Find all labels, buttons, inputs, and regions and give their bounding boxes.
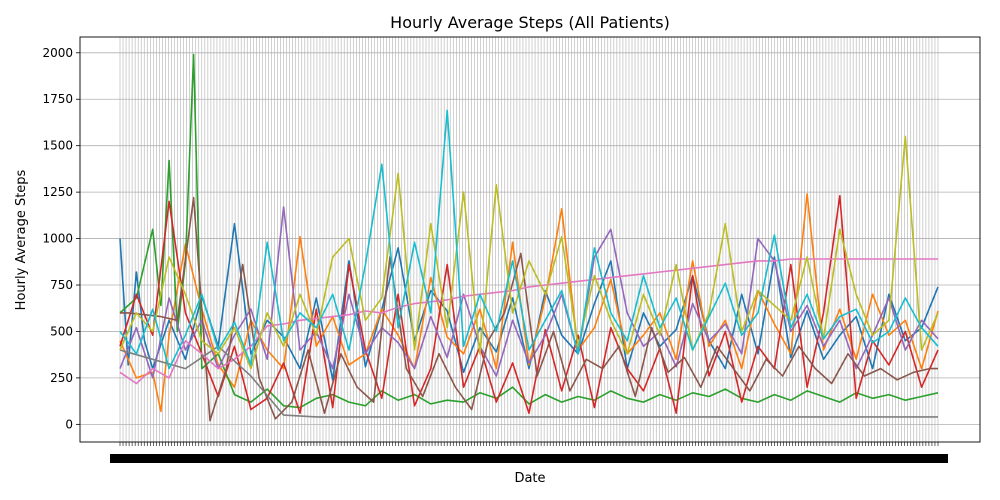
series-line [119,258,938,385]
chart-title: Hourly Average Steps (All Patients) [390,13,670,32]
x-tick-label-mark [928,454,948,463]
y-tick-label: 250 [50,371,73,385]
y-tick-label: 0 [65,417,73,431]
y-axis-label: Hourly Average Steps [14,169,29,310]
y-tick-label: 1000 [42,232,73,246]
grid-lines [80,37,980,442]
y-tick-label: 750 [50,278,73,292]
series-lines [119,53,939,422]
series-line [119,195,939,415]
series-line [119,53,939,409]
axes: 0 250 500 750 1000 1250 1500 1750 2000 [42,36,981,463]
x-axis-label: Date [514,471,545,486]
y-tick-label: 500 [50,324,73,338]
y-tick-label: 1250 [42,185,73,199]
y-tick-label: 2000 [42,46,73,60]
series-line [119,135,939,370]
series-line [119,109,939,370]
y-tick-label: 1750 [42,92,73,106]
plot-frame [79,36,981,443]
series-line [120,196,938,422]
series-line [119,345,938,418]
y-tick-label: 1500 [42,139,73,153]
series-line [119,222,939,381]
